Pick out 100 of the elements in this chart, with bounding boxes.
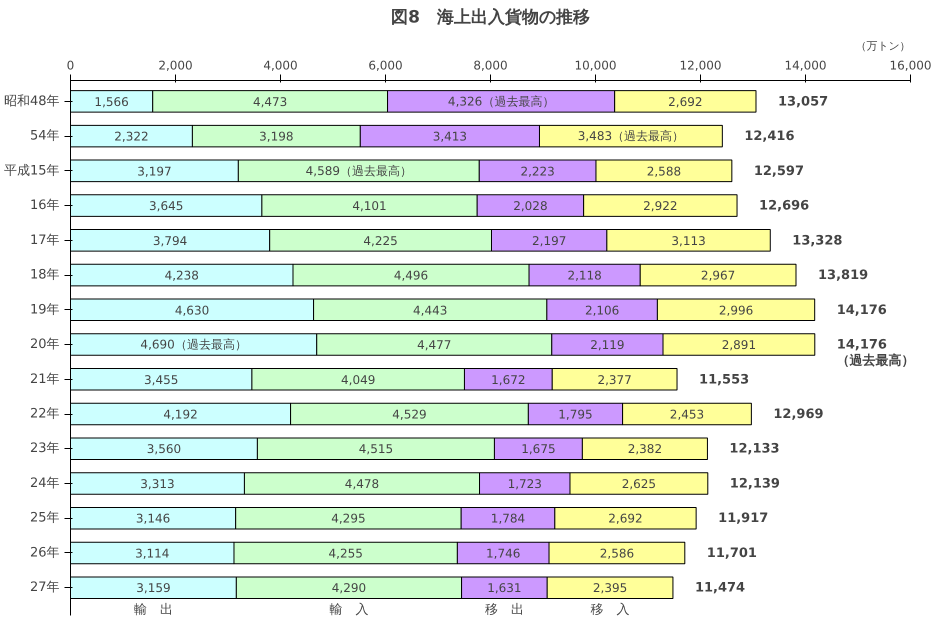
- y-tick-label: 18年: [30, 268, 60, 283]
- y-tick-label: 21年: [30, 372, 60, 387]
- data-label: 3,114: [135, 546, 170, 560]
- x-tick-label: 12,000: [680, 58, 722, 72]
- data-label: 3,146: [136, 512, 170, 526]
- data-label: 2,692: [668, 94, 703, 109]
- data-label: 2,197: [532, 234, 566, 248]
- data-label: 2,586: [600, 546, 634, 560]
- data-label: 2,967: [700, 268, 736, 283]
- x-tick-label: 14,000: [784, 58, 827, 72]
- data-label: 3,455: [144, 372, 178, 387]
- y-tick-label: 17年: [30, 232, 60, 248]
- data-label: 4,101: [352, 199, 387, 214]
- data-label: 4,473: [252, 94, 288, 109]
- total-label: 11,474: [694, 580, 746, 596]
- annotation: （過去最高）: [836, 352, 915, 369]
- total-label: 11,917: [718, 511, 768, 526]
- data-label: 1,723: [508, 476, 542, 491]
- data-label: 4,049: [340, 372, 376, 387]
- y-tick-label: 26年: [30, 545, 60, 560]
- total-label: 12,969: [773, 407, 824, 422]
- data-label: 2,891: [722, 338, 756, 352]
- y-tick-label: 16年: [30, 198, 60, 214]
- x-tick-label: 6,000: [368, 58, 403, 72]
- data-label: 1,631: [487, 581, 522, 596]
- data-label: 4,515: [358, 442, 394, 456]
- total-label: 14,176: [836, 338, 887, 353]
- data-label: 3,645: [149, 199, 184, 214]
- data-label: 3,483（過去最高）: [578, 129, 684, 144]
- data-label: 3,794: [152, 234, 188, 248]
- data-label: 2,028: [513, 199, 548, 214]
- data-label: 2,223: [520, 164, 555, 178]
- total-label: 14,176: [836, 302, 887, 318]
- data-label: 1,746: [486, 546, 520, 560]
- data-label: 4,192: [163, 408, 198, 422]
- data-label: 2,382: [628, 442, 662, 456]
- total-label: 13,057: [778, 94, 828, 110]
- x-tick-label: 2,000: [158, 58, 193, 72]
- total-label: 11,553: [699, 372, 750, 388]
- series-label: 移 出: [484, 602, 524, 618]
- y-tick-label: 22年: [30, 406, 60, 422]
- data-label: 4,225: [363, 234, 398, 248]
- y-tick-label: 昭和48年: [4, 94, 60, 109]
- data-label: 3,197: [137, 164, 172, 178]
- x-tick-label: 10,000: [574, 58, 617, 72]
- x-tick-label: 8,000: [473, 58, 508, 72]
- data-label: 2,377: [597, 372, 632, 387]
- data-label: 2,118: [567, 268, 602, 283]
- x-tick-label: 0: [66, 58, 74, 72]
- data-label: 1,784: [490, 512, 526, 526]
- y-tick-label: 54年: [30, 128, 60, 144]
- data-label: 4,238: [164, 268, 199, 283]
- data-label: 2,922: [643, 199, 678, 214]
- data-label: 4,630: [174, 303, 210, 318]
- data-label: 1,795: [558, 408, 593, 422]
- data-label: 3,413: [432, 130, 468, 144]
- data-label: 2,996: [718, 303, 754, 318]
- data-label: 1,672: [491, 372, 526, 387]
- data-label: 3,159: [136, 581, 171, 596]
- total-label: 12,133: [729, 442, 780, 457]
- total-label: 12,139: [730, 476, 780, 492]
- data-label: 4,443: [413, 303, 448, 318]
- data-label: 4,290: [332, 581, 366, 596]
- data-label: 4,295: [331, 512, 366, 526]
- series-label: 輸 出: [134, 602, 173, 618]
- total-label: 12,597: [754, 164, 804, 179]
- data-label: 4,496: [394, 268, 428, 283]
- data-label: 3,198: [259, 130, 294, 144]
- data-label: 2,395: [592, 581, 628, 596]
- data-label: 2,453: [670, 408, 704, 422]
- y-tick-label: 24年: [30, 476, 60, 491]
- series-label: 移 入: [590, 602, 630, 618]
- text: （万トン）: [856, 40, 910, 52]
- data-label: 2,692: [608, 512, 643, 526]
- y-tick-label: 23年: [30, 441, 60, 456]
- data-label: 4,255: [328, 546, 363, 560]
- data-label: 2,119: [590, 338, 625, 352]
- x-tick-label: 16,000: [890, 58, 932, 72]
- total-label: 11,701: [706, 546, 757, 561]
- y-tick-label: 20年: [30, 337, 60, 352]
- data-label: 3,560: [146, 442, 182, 456]
- chart-title: 図8 海上出入貨物の推移: [391, 8, 590, 28]
- y-tick-label: 25年: [30, 510, 60, 526]
- data-label: 3,113: [671, 234, 706, 248]
- data-label: 4,478: [344, 476, 380, 491]
- data-label: 1,566: [94, 94, 129, 109]
- data-label: 2,322: [114, 130, 149, 144]
- data-label: 4,690（過去最高）: [140, 338, 247, 352]
- data-label: 1,675: [521, 442, 556, 456]
- data-label: 2,588: [646, 164, 682, 178]
- y-tick-label: 19年: [30, 302, 60, 318]
- data-label: 4,477: [417, 338, 452, 352]
- y-tick-label: 平成15年: [4, 163, 60, 178]
- data-label: 2,106: [584, 303, 620, 318]
- total-label: 12,696: [759, 198, 810, 214]
- data-label: 4,589（過去最高）: [306, 164, 412, 178]
- total-label: 13,819: [818, 268, 868, 284]
- series-label: 輸 入: [329, 602, 368, 618]
- y-tick-label: 27年: [30, 580, 60, 596]
- data-label: 4,326（過去最高）: [448, 94, 554, 108]
